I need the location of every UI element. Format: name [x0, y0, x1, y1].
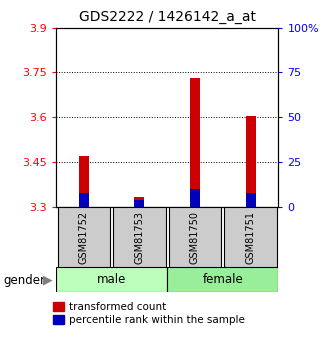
Legend: transformed count, percentile rank within the sample: transformed count, percentile rank withi… — [53, 302, 245, 325]
Bar — [79, 156, 89, 207]
Text: GSM81753: GSM81753 — [134, 211, 144, 264]
Bar — [134, 200, 144, 207]
Text: ▶: ▶ — [43, 274, 53, 287]
Bar — [224, 207, 277, 267]
Text: female: female — [203, 273, 243, 286]
Bar — [167, 267, 278, 292]
Text: GSM81752: GSM81752 — [79, 211, 89, 264]
Text: GSM81750: GSM81750 — [190, 211, 200, 264]
Text: gender: gender — [3, 274, 45, 287]
Text: GSM81751: GSM81751 — [246, 211, 256, 264]
Bar — [113, 207, 165, 267]
Bar — [134, 197, 144, 207]
Bar — [245, 116, 256, 207]
Text: male: male — [97, 273, 126, 286]
Bar — [245, 193, 256, 207]
Bar — [190, 189, 200, 207]
Bar — [190, 78, 200, 207]
Bar — [56, 267, 167, 292]
Bar — [79, 193, 89, 207]
Bar — [58, 207, 110, 267]
Title: GDS2222 / 1426142_a_at: GDS2222 / 1426142_a_at — [79, 10, 256, 24]
Bar — [169, 207, 221, 267]
